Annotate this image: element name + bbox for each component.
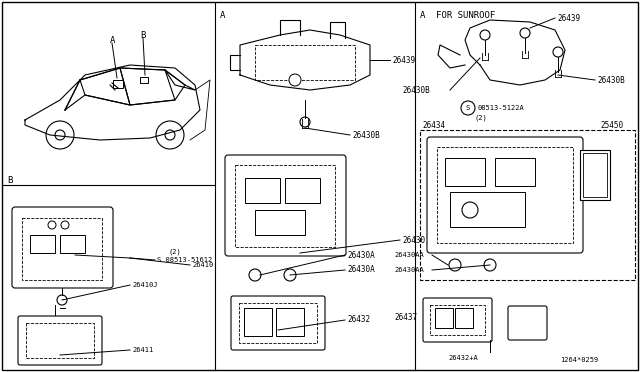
Bar	[435, 308, 453, 328]
Circle shape	[553, 47, 563, 57]
Text: 26439: 26439	[557, 13, 580, 22]
Text: A: A	[220, 10, 225, 19]
Text: S 08513-51612: S 08513-51612	[157, 257, 212, 263]
Text: 26430AA: 26430AA	[394, 267, 424, 273]
Circle shape	[300, 117, 310, 127]
Circle shape	[55, 130, 65, 140]
Text: S: S	[466, 105, 470, 111]
Text: 26430B: 26430B	[352, 131, 380, 140]
Bar	[113, 80, 123, 88]
FancyBboxPatch shape	[18, 316, 102, 365]
Circle shape	[461, 101, 475, 115]
FancyBboxPatch shape	[508, 306, 547, 340]
Text: 26434: 26434	[422, 121, 445, 129]
Bar	[245, 178, 280, 203]
Bar	[445, 158, 485, 186]
Bar	[420, 130, 635, 280]
Text: 25450: 25450	[600, 121, 623, 129]
Text: 26439: 26439	[392, 55, 415, 64]
Text: A  FOR SUNROOF: A FOR SUNROOF	[420, 10, 495, 19]
Text: 26430: 26430	[402, 235, 425, 244]
Text: 26430AA: 26430AA	[394, 252, 424, 258]
Text: 26437: 26437	[395, 314, 418, 323]
FancyBboxPatch shape	[231, 296, 325, 350]
Circle shape	[484, 259, 496, 271]
Bar	[235, 165, 335, 247]
Circle shape	[520, 28, 530, 38]
Bar	[583, 153, 607, 197]
Bar	[30, 235, 55, 253]
Text: (2): (2)	[475, 115, 488, 121]
Circle shape	[284, 269, 296, 281]
Circle shape	[289, 74, 301, 86]
Bar	[455, 308, 473, 328]
Bar	[580, 150, 610, 200]
Bar	[450, 192, 525, 227]
FancyBboxPatch shape	[427, 137, 583, 253]
Bar	[255, 45, 355, 80]
Bar	[244, 308, 272, 336]
Text: 26411: 26411	[132, 347, 153, 353]
Text: 26430B: 26430B	[597, 76, 625, 84]
Bar	[285, 178, 320, 203]
Bar	[26, 323, 94, 358]
Circle shape	[156, 121, 184, 149]
Text: 26430A: 26430A	[347, 250, 375, 260]
Text: A: A	[110, 35, 115, 45]
Bar	[495, 158, 535, 186]
Bar	[239, 303, 317, 343]
Circle shape	[48, 221, 56, 229]
Circle shape	[462, 202, 478, 218]
Text: 08513-5122A: 08513-5122A	[478, 105, 525, 111]
Circle shape	[165, 130, 175, 140]
Text: 26432: 26432	[347, 315, 370, 324]
Bar	[60, 235, 85, 253]
Text: (2): (2)	[168, 249, 180, 255]
Bar	[437, 147, 573, 243]
Bar	[22, 218, 102, 280]
Text: 26430B: 26430B	[403, 86, 430, 94]
FancyBboxPatch shape	[423, 298, 492, 342]
FancyBboxPatch shape	[12, 207, 113, 288]
Bar	[430, 305, 485, 335]
Circle shape	[249, 269, 261, 281]
Text: B: B	[140, 31, 145, 39]
Text: B: B	[7, 176, 12, 185]
Circle shape	[449, 259, 461, 271]
Bar	[276, 308, 304, 336]
Text: 26430A: 26430A	[347, 266, 375, 275]
Bar	[140, 77, 148, 83]
Circle shape	[61, 221, 69, 229]
FancyBboxPatch shape	[225, 155, 346, 256]
Text: 26410J: 26410J	[132, 282, 157, 288]
Circle shape	[46, 121, 74, 149]
Text: 26432+A: 26432+A	[448, 355, 477, 361]
Bar	[255, 210, 305, 235]
Text: 1264*0259: 1264*0259	[560, 357, 598, 363]
Circle shape	[480, 30, 490, 40]
Circle shape	[57, 295, 67, 305]
Text: 26410: 26410	[192, 262, 213, 268]
